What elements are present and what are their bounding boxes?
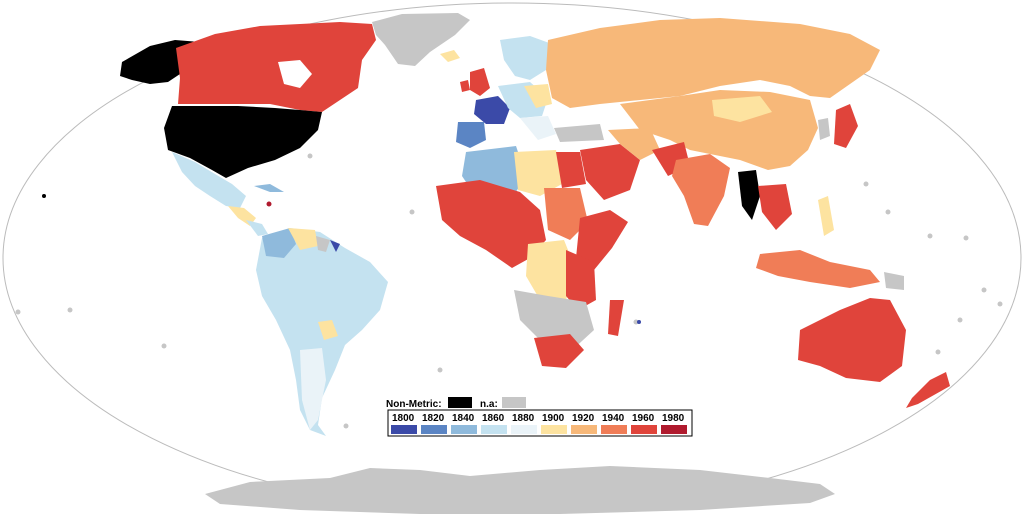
- legend-bin-label: 1840: [452, 413, 475, 424]
- hudson-bay: [278, 60, 312, 88]
- legend-bin-label: 1860: [482, 413, 505, 424]
- greenland: [372, 13, 470, 66]
- mongolia: [712, 96, 772, 122]
- west-africa: [436, 180, 546, 268]
- legend-bin-label: 1940: [602, 413, 625, 424]
- legend-bin-label: 1900: [542, 413, 565, 424]
- legend-bin-label: 1960: [632, 413, 655, 424]
- legend-bin-swatch: [631, 425, 657, 434]
- philippines: [818, 196, 834, 236]
- legend-nonmetric-swatch: [448, 397, 472, 408]
- legend-bin-swatch: [391, 425, 417, 434]
- colombia-venezuela: [262, 228, 296, 258]
- legend-bin-swatch: [661, 425, 687, 434]
- legend-bin-label: 1980: [662, 413, 685, 424]
- legend-bin-swatch: [601, 425, 627, 434]
- iceland: [440, 50, 460, 62]
- australia: [798, 298, 906, 382]
- venezuela: [288, 228, 318, 250]
- iran-area: [608, 128, 660, 160]
- reunion: [637, 320, 641, 324]
- legend-bin-swatch: [421, 425, 447, 434]
- indonesia: [756, 250, 880, 288]
- libya-region: [514, 150, 562, 196]
- paraguay: [318, 320, 338, 340]
- guyana: [316, 236, 330, 252]
- east-africa: [566, 250, 596, 310]
- middle-east: [580, 144, 640, 200]
- canada: [176, 22, 376, 112]
- legend-nonmetric-label: Non-Metric:: [386, 399, 442, 410]
- legend-bin-label: 1880: [512, 413, 535, 424]
- france: [474, 96, 510, 124]
- balkans: [520, 116, 556, 140]
- india: [672, 154, 730, 226]
- legend: Non-Metric: n.a: 1800 1820 1840 1860 1880 190…: [386, 397, 693, 437]
- legend-na-label: n.a:: [480, 399, 498, 410]
- southern-africa-grey: [514, 290, 594, 352]
- egypt: [556, 152, 586, 188]
- eastern-europe: [524, 84, 552, 108]
- papua: [884, 272, 904, 290]
- iberia: [456, 122, 486, 148]
- legend-bin-label: 1920: [572, 413, 595, 424]
- new-zealand: [906, 372, 950, 408]
- legend-bin-label: 1800: [392, 413, 415, 424]
- cuba: [254, 184, 284, 192]
- madagascar: [608, 300, 624, 336]
- mexico: [172, 152, 246, 208]
- scandinavia: [500, 36, 552, 80]
- horn-of-africa: [576, 210, 628, 270]
- uk: [470, 68, 490, 96]
- legend-na-swatch: [502, 397, 526, 408]
- myanmar: [738, 170, 760, 220]
- antarctica: [205, 466, 835, 514]
- legend-bin-swatch: [481, 425, 507, 434]
- japan: [834, 104, 858, 148]
- french-guiana: [330, 240, 340, 252]
- legend-bin-swatch: [571, 425, 597, 434]
- southeast-asia: [758, 184, 792, 230]
- central-america-2: [246, 220, 268, 236]
- korea: [818, 118, 830, 140]
- russia: [546, 18, 880, 108]
- hawaii: [42, 194, 46, 198]
- legend-bin-swatch: [541, 425, 567, 434]
- turkey: [554, 124, 604, 142]
- small-islands: [15, 153, 1003, 429]
- caribbean-red: [266, 201, 272, 207]
- argentina-chile: [300, 348, 326, 430]
- legend-bin-label: 1820: [422, 413, 445, 424]
- legend-bin-swatch: [511, 425, 537, 434]
- central-africa: [526, 240, 576, 300]
- south-africa: [534, 334, 584, 368]
- sudan-region: [544, 188, 588, 240]
- united-states: [164, 106, 322, 178]
- legend-bin-swatch: [451, 425, 477, 434]
- ireland: [460, 80, 470, 92]
